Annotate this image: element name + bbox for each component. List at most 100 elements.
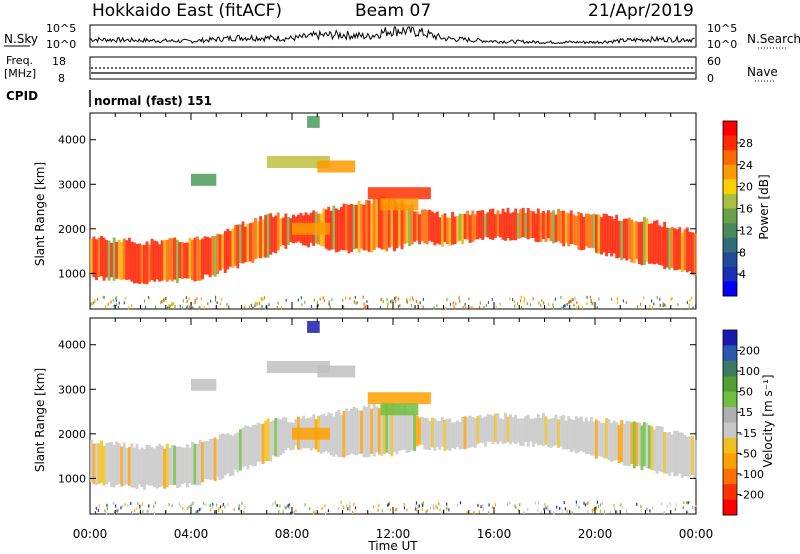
velocity-echo-speck [227,503,229,507]
velocity-echo-column [375,406,379,453]
velocity-echo-speck [212,505,214,509]
velocity-echo-speck [540,510,542,514]
velocity-echo-patch [292,427,330,440]
power-echo-speck [174,305,176,308]
velocity-echo-column [102,445,106,486]
velocity-echo-column [228,434,232,477]
power-echo-speck [471,306,473,310]
power-echo-speck [449,302,452,306]
power-echo-speck [688,306,690,310]
velocity-echo-column [574,416,578,454]
power-echo-speck [554,297,556,301]
velocity-echo-speck [186,507,188,510]
velocity-echo-speck [615,510,617,514]
power-echo-column [536,208,540,243]
power-echo-column [276,212,280,251]
velocity-echo-speck [243,510,245,514]
velocity-echo-column [597,420,601,457]
power-echo-speck [96,298,99,301]
velocity-echo-column [95,443,98,486]
power-echo-speck [226,303,228,307]
velocity-echo-speck [377,508,379,512]
velocity-echo-column [90,440,93,483]
power-echo-speck [131,304,133,308]
velocity-echo-column [380,405,384,456]
power-echo-speck [445,306,447,310]
power-echo-column [266,213,270,258]
power-echo-column [673,228,677,271]
x-tick-label: 08:00 [275,527,310,541]
velocity-echo-column [637,422,641,466]
velocity-echo-column [650,426,654,471]
velocity-echo-speck [640,508,642,512]
power-echo-speck [574,296,576,300]
beam-label: Beam 07 [355,1,431,21]
velocity-echo-speck [321,506,323,510]
velocity-echo-speck [238,507,240,511]
power-echo-speck [586,302,588,306]
power-echo-column [170,238,174,282]
velocity-echo-data [90,320,697,515]
power-echo-column [567,213,571,247]
velocity-echo-speck [191,501,194,505]
power-echo-speck [118,301,120,305]
velocity-echo-speck [284,505,286,509]
power-echo-column [120,241,124,281]
power-echo-speck [182,299,184,303]
power-echo-column [547,210,550,239]
velocity-echo-column [483,416,487,447]
power-echo-speck [422,305,424,309]
velocity-echo-column [572,420,576,451]
power-echo-column [582,216,586,250]
velocity-echo-column [231,435,235,476]
velocity-echo-speck [621,505,624,509]
velocity-echo-speck [694,507,696,511]
velocity-echo-speck [141,502,143,506]
velocity-echo-speck [686,501,688,505]
velocity-echo-speck [596,500,598,504]
power-echo-column [648,223,651,264]
power-echo-speck [210,299,212,303]
power-echo-speck [188,297,190,301]
power-echo-column [680,232,684,272]
velocity-echo-speck [421,502,423,506]
power-echo-speck [519,299,522,303]
velocity-echo-speck [544,503,546,507]
nave-tick-bottom: 0 [707,72,714,85]
velocity-echo-speck [426,509,428,513]
velocity-echo-speck [324,511,327,515]
power-echo-speck [651,299,653,303]
velocity-echo-column [236,432,240,473]
power-echo-column [615,214,619,259]
velocity-echo-column [148,445,151,486]
power-echo-column [415,211,419,241]
power-echo-speck [576,301,578,305]
power-echo-column [221,234,225,270]
velocity-echo-column [332,416,336,457]
power-echo-speck [406,298,408,302]
velocity-echo-speck [288,505,290,509]
power-echo-speck [465,306,467,310]
velocity-echo-speck [290,511,292,515]
power-echo-speck [117,306,119,309]
velocity-echo-speck [121,505,123,509]
power-echo-column [360,204,364,249]
velocity-echo-speck [388,502,390,506]
power-echo-speck [581,306,584,310]
power-echo-speck [144,305,147,309]
velocity-echo-patch [266,361,330,373]
velocity-echo-column [191,442,194,485]
power-colorbar-swatch [723,281,737,297]
velocity-echo-speck [406,508,408,512]
power-echo-column [476,211,480,240]
power-echo-speck [391,299,393,303]
power-echo-speck [263,296,266,300]
power-echo-speck [268,303,270,307]
power-echo-speck [453,304,455,308]
power-echo-speck [387,302,389,306]
velocity-echo-speck [171,504,173,508]
velocity-echo-speck [660,502,662,506]
power-echo-column [163,239,167,280]
velocity-echo-speck [127,504,129,508]
velocity-echo-speck [688,501,690,505]
